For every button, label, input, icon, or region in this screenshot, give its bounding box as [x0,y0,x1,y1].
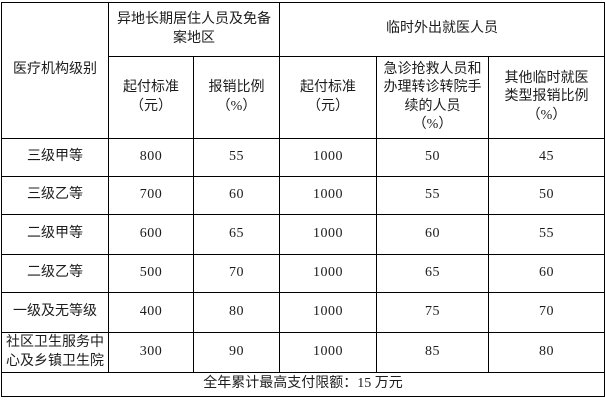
value-cell: 60 [488,254,605,293]
value-cell: 80 [488,332,605,373]
sub-header-ratio-local: 报销比例 （%） [193,56,280,139]
value-cell: 70 [193,254,280,293]
value-cell: 1000 [279,214,377,255]
table-row-tier3b: 三级乙等 700 60 1000 55 50 [1,176,605,215]
value-cell: 1000 [279,292,377,333]
table-row-tier1: 一级及无等级 400 80 1000 75 70 [1,292,605,333]
group-header-temporary-outpatients: 临时外出就医人员 [279,2,605,57]
value-cell: 85 [376,332,489,373]
footer-row: 全年累计最高支付限额：15 万元 [1,372,605,397]
value-cell: 60 [193,176,280,215]
value-cell: 55 [488,214,605,255]
value-cell: 600 [108,214,194,255]
sub-header-emergency-referral: 急诊抢救人员和 办理转诊转院手 续的人员 （%） [376,56,489,139]
row-level-cell: 一级及无等级 [1,292,109,333]
table-row-community: 社区卫生服务中 心及乡镇卫生院 300 90 1000 85 80 [1,332,605,373]
row-level-cell: 三级甲等 [1,138,109,177]
row-level-cell: 二级乙等 [1,254,109,293]
sub-header-deductible-temp: 起付标准 （元） [279,56,377,139]
sub-header-other-temp: 其他临时就医 类型报销比例 （%） [488,56,605,139]
value-cell: 65 [193,214,280,255]
table-row-tier3a: 三级甲等 800 55 1000 50 45 [1,138,605,177]
row-level-cell: 社区卫生服务中 心及乡镇卫生院 [1,332,109,373]
value-cell: 1000 [279,254,377,293]
value-cell: 1000 [279,176,377,215]
value-cell: 50 [376,138,489,177]
value-cell: 1000 [279,138,377,177]
annual-limit-note: 全年累计最高支付限额：15 万元 [1,372,605,397]
row-level-cell: 二级甲等 [1,214,109,255]
value-cell: 75 [376,292,489,333]
value-cell: 1000 [279,332,377,373]
value-cell: 65 [376,254,489,293]
row-level-cell: 三级乙等 [1,176,109,215]
corner-header-institution-level: 医疗机构级别 [1,2,109,139]
value-cell: 800 [108,138,194,177]
sub-header-deductible-local: 起付标准 （元） [108,56,194,139]
value-cell: 55 [193,138,280,177]
value-cell: 500 [108,254,194,293]
sub-header-row: 起付标准 （元） 报销比例 （%） 起付标准 （元） 急诊抢救人员和 办理转诊转… [2,56,605,139]
table-row-tier2b: 二级乙等 500 70 1000 65 60 [1,254,605,293]
group-header-long-term-residents: 异地长期居住人员及免备 案地区 [108,2,280,57]
value-cell: 90 [193,332,280,373]
value-cell: 80 [193,292,280,333]
table-row-tier2a: 二级甲等 600 65 1000 60 55 [1,214,605,255]
value-cell: 45 [488,138,605,177]
value-cell: 70 [488,292,605,333]
value-cell: 300 [108,332,194,373]
reimbursement-table: 医疗机构级别 异地长期居住人员及免备 案地区 临时外出就医人员 起付标准 （元）… [1,2,605,397]
value-cell: 50 [488,176,605,215]
value-cell: 400 [108,292,194,333]
value-cell: 55 [376,176,489,215]
group-header-row: 医疗机构级别 异地长期居住人员及免备 案地区 临时外出就医人员 [1,2,605,139]
value-cell: 700 [108,176,194,215]
value-cell: 60 [376,214,489,255]
